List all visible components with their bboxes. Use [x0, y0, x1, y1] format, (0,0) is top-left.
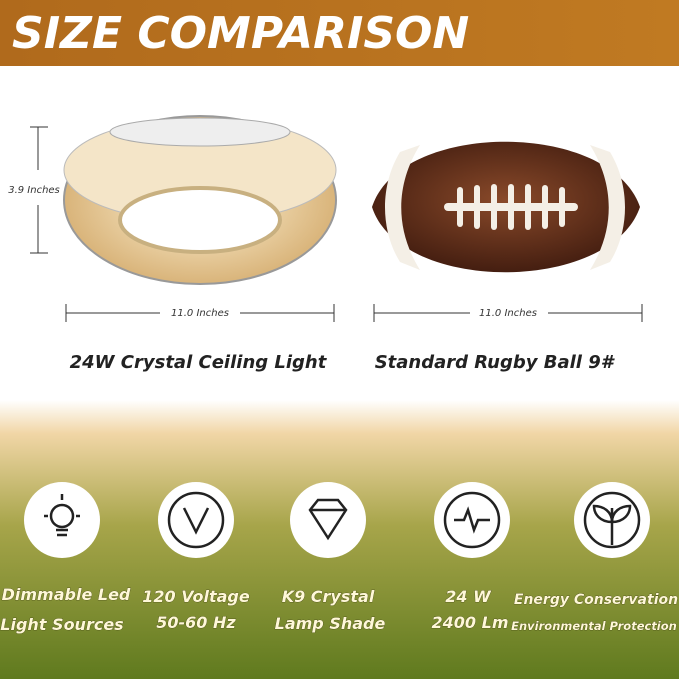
width-label: 11.0 Inches: [171, 308, 229, 319]
feature-text: 24 W: [445, 587, 492, 606]
product-caption: Standard Rugby Ball 9#: [375, 352, 616, 373]
ceiling-light: [63, 115, 337, 285]
feature-text: K9 Crystal: [282, 587, 375, 606]
width-dimension: [65, 304, 643, 322]
rugby-ball: [372, 141, 640, 273]
feature-text: Dimmable Led: [2, 585, 131, 604]
product-caption: 24W Crystal Ceiling Light: [70, 352, 328, 373]
width-label: 11.0 Inches: [479, 308, 537, 319]
height-dimension: [30, 126, 48, 254]
feature-text: Environmental Protection: [511, 619, 677, 633]
feature-text: Energy Conservation: [514, 592, 678, 608]
height-label: 3.9 Inches: [8, 185, 60, 196]
title: SIZE COMPARISON: [12, 8, 469, 59]
feature-text: Lamp Shade: [275, 614, 386, 633]
feature-text: 120 Voltage: [142, 587, 250, 606]
header-band: [0, 0, 679, 66]
feature-text: 2400 Lm: [432, 613, 509, 632]
feature-text: 50-60 Hz: [156, 613, 236, 632]
feature-text: Light Sources: [0, 615, 123, 634]
feature-icons: [24, 482, 650, 558]
